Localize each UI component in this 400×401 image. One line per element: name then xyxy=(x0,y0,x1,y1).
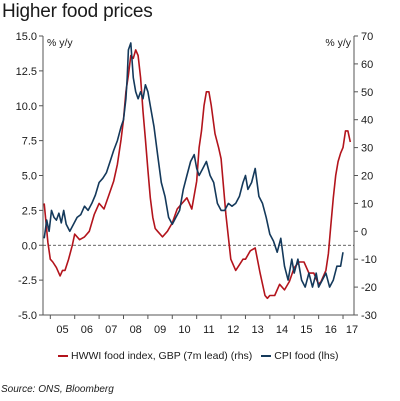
left-axis-ticks: -5.0 -2.5 0.0 2.5 5.0 7.5 10.0 12.5 15.0 xyxy=(16,31,43,322)
legend-swatch-cpi xyxy=(261,355,272,357)
x-tick-label: 06 xyxy=(81,324,93,336)
left-tick-label: -5.0 xyxy=(18,310,37,322)
left-tick-label: 2.5 xyxy=(22,205,37,217)
x-tick-label: 09 xyxy=(154,324,166,336)
left-axis-unit-label: % y/y xyxy=(47,37,73,49)
left-tick-label: 15.0 xyxy=(16,31,37,43)
x-tick-label: 16 xyxy=(325,324,337,336)
chart-title: Higher food prices xyxy=(2,1,153,22)
x-tick-label: 11 xyxy=(203,324,214,336)
x-tick-label: 14 xyxy=(276,324,288,336)
legend-entry-cpi: CPI food (lhs) xyxy=(261,350,338,362)
right-tick-label: 20 xyxy=(361,171,373,183)
right-tick-label: -30 xyxy=(361,310,377,322)
x-tick-label: 08 xyxy=(130,324,142,336)
x-tick-label: 13 xyxy=(252,324,264,336)
right-tick-label: -20 xyxy=(361,282,377,294)
left-tick-label: 0.0 xyxy=(22,240,37,252)
left-tick-label: 7.5 xyxy=(22,136,37,148)
source-note: Source: ONS, Bloomberg xyxy=(1,384,114,395)
x-tick-label: 15 xyxy=(300,324,312,336)
legend-entry-hwwi: HWWI food index, GBP (7m lead) (rhs) xyxy=(58,350,252,362)
right-tick-label: 30 xyxy=(361,143,373,155)
legend-label-hwwi: HWWI food index, GBP (7m lead) (rhs) xyxy=(71,350,253,362)
x-tick-label: 12 xyxy=(227,324,239,336)
right-tick-label: 40 xyxy=(361,115,373,127)
right-tick-label: 10 xyxy=(361,198,373,210)
right-axis-ticks: -30 -20 -10 0 10 20 30 40 50 60 70 xyxy=(354,31,377,322)
right-tick-label: 50 xyxy=(361,87,373,99)
legend-label-cpi: CPI food (lhs) xyxy=(274,350,339,362)
series-line-hwwi-food-index xyxy=(43,49,352,300)
right-tick-label: 60 xyxy=(361,59,373,71)
x-tick-label: 10 xyxy=(178,324,190,336)
legend: HWWI food index, GBP (7m lead) (rhs) CPI… xyxy=(58,350,347,362)
left-tick-label: 12.5 xyxy=(16,66,37,78)
right-tick-label: 0 xyxy=(361,226,367,238)
left-tick-label: -2.5 xyxy=(18,275,37,287)
x-tick-label: 07 xyxy=(105,324,117,336)
left-tick-label: 10.0 xyxy=(16,101,37,113)
right-tick-label: -10 xyxy=(361,254,377,266)
left-tick-label: 5.0 xyxy=(22,171,37,183)
x-axis-ticks: 05 06 07 08 09 10 11 12 13 14 15 16 17 xyxy=(49,315,358,336)
legend-swatch-hwwi xyxy=(58,355,68,357)
series-line-cpi-food xyxy=(43,42,344,288)
right-tick-label: 70 xyxy=(361,31,373,43)
x-tick-label: 17 xyxy=(346,324,358,336)
x-tick-label: 05 xyxy=(56,324,68,336)
right-axis-unit-label: % y/y xyxy=(325,37,351,49)
